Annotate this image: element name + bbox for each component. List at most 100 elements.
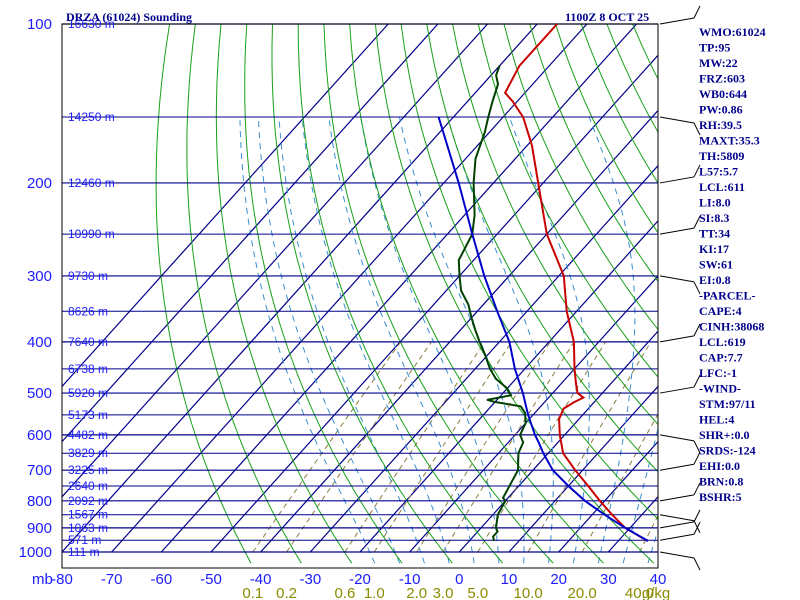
index-label: LI:8.0 — [699, 196, 731, 210]
height-tick-label: 4482 m — [68, 428, 108, 442]
dry-adiabat-line — [244, 24, 403, 564]
dry-adiabat-line — [323, 24, 554, 564]
index-label: LCL:619 — [699, 335, 746, 349]
height-tick-label: 3829 m — [68, 446, 108, 460]
wind-barb — [659, 17, 695, 25]
dry-adiabat-line — [452, 24, 658, 426]
temperature-tick-label: -20 — [349, 571, 371, 588]
wind-barb — [659, 116, 695, 124]
index-label: WMO:61024 — [699, 25, 766, 39]
height-tick-label: 111 m — [68, 545, 100, 559]
height-tick-label: 2640 m — [68, 479, 108, 493]
dry-adiabat-line — [186, 24, 302, 564]
wind-barb-flag — [693, 215, 701, 229]
wind-barb — [659, 227, 695, 235]
wind-barb-flag — [693, 281, 701, 295]
dry-adiabat-line — [271, 24, 453, 564]
pressure-tick-group: 100 200 300 400 500 600 700 800 900 1000 mb — [19, 16, 53, 588]
dry-adiabat-line — [426, 24, 658, 473]
wind-barb-flag — [693, 374, 701, 388]
dry-adiabat-line — [215, 24, 353, 564]
isotherm-line — [62, 24, 538, 553]
pressure-tick-label: 600 — [27, 427, 52, 444]
isotherm-line — [409, 275, 658, 553]
height-tick-label: 1063 m — [68, 521, 108, 535]
mixing-ratio-unit-label: g/kg — [642, 585, 670, 600]
index-label: EHI:0.0 — [699, 459, 740, 473]
index-label: EI:0.8 — [699, 273, 731, 287]
index-label: SHR+:0.0 — [699, 428, 750, 442]
index-label: TH:5809 — [699, 149, 744, 163]
wind-barb-group — [659, 5, 701, 571]
dry-adiabat-line — [297, 24, 504, 564]
isotherm-line — [160, 24, 637, 553]
index-label: L57:5.7 — [699, 165, 738, 179]
plot-frame — [61, 23, 659, 569]
mixing-ratio-tick-label: 1.0 — [364, 585, 385, 600]
mixing-ratio-tick-label: 0.1 — [242, 585, 263, 600]
dry-adiabat-line — [400, 24, 658, 521]
wind-barb-flag — [693, 440, 701, 454]
chart-title: DRZA (61024) Sounding — [66, 10, 192, 24]
wind-barb — [659, 386, 695, 394]
isotherm-line — [458, 330, 658, 553]
pressure-tick-label: 800 — [27, 493, 52, 510]
sounding-series-group — [437, 24, 649, 542]
height-label-group: 16630 m 14250 m 12460 m 10990 m 9730 m 8626 m… — [68, 17, 115, 559]
wind-barb-flag — [693, 482, 701, 496]
pressure-tick-label: 700 — [27, 462, 52, 479]
isotherm-line — [309, 164, 658, 553]
isotherm-line — [111, 24, 588, 553]
wind-barb-flag — [693, 509, 701, 523]
pressure-tick-label: 900 — [27, 520, 52, 537]
wind-barb-flag — [693, 5, 701, 19]
wind-barb — [659, 275, 695, 283]
wind-barb-flag — [693, 323, 701, 337]
pressure-tick-label: 1000 — [19, 544, 52, 561]
index-label: PW:0.86 — [699, 103, 743, 117]
index-label: WB0:644 — [699, 87, 747, 101]
mixing-ratio-tick-label: 20.0 — [568, 585, 597, 600]
index-label: LCL:611 — [699, 180, 745, 194]
dry-adiabat-line — [349, 24, 604, 564]
height-tick-label: 12460 m — [68, 176, 115, 190]
height-tick-label: 8626 m — [68, 304, 108, 318]
temperature-tick-label: -40 — [250, 571, 272, 588]
index-label: BSHR:5 — [699, 490, 742, 504]
index-label: HEL:4 — [699, 413, 734, 427]
index-label: LFC:-1 — [699, 366, 737, 380]
mixing-ratio-tick-group: 0.1 0.2 0.6 1.0 2.0 3.0 5.0 10.0 20.0 40.0g/kg — [242, 585, 670, 600]
pressure-axis-label: mb — [32, 571, 53, 588]
index-label: KI:17 — [699, 242, 729, 256]
isotherm-group — [62, 24, 658, 553]
mixing-ratio-tick-label: 40.0 — [625, 585, 654, 600]
mixing-ratio-tick-label: 5.0 — [467, 585, 488, 600]
pressure-tick-label: 100 — [27, 16, 52, 33]
index-label: RH:39.5 — [699, 118, 742, 132]
index-label: BRN:0.8 — [699, 475, 743, 489]
index-label: -WIND- — [699, 382, 741, 396]
index-label: SI:8.3 — [699, 211, 729, 225]
height-tick-label: 3225 m — [68, 463, 108, 477]
pressure-tick-label: 400 — [27, 334, 52, 351]
isotherm-line — [62, 24, 488, 498]
wind-barb-flag — [693, 122, 701, 136]
height-tick-label: 571 m — [68, 533, 101, 547]
wind-barb — [659, 176, 695, 184]
temperature-tick-label: -60 — [150, 571, 172, 588]
wind-barb — [659, 521, 695, 529]
wind-barb — [659, 434, 695, 442]
height-tick-label: 10990 m — [68, 227, 115, 241]
index-label: CAPE:4 — [699, 304, 742, 318]
index-label: SW:61 — [699, 258, 733, 272]
dry-adiabat-line — [503, 24, 658, 331]
height-tick-label: 1567 m — [68, 508, 108, 522]
height-tick-label: 7640 m — [68, 335, 108, 349]
temperature-tick-label: 10 — [501, 571, 518, 588]
isotherm-line — [260, 109, 658, 553]
isobar-group — [62, 23, 658, 569]
height-tick-label: 16630 m — [68, 17, 115, 31]
dry-adiabat-line — [477, 24, 658, 378]
